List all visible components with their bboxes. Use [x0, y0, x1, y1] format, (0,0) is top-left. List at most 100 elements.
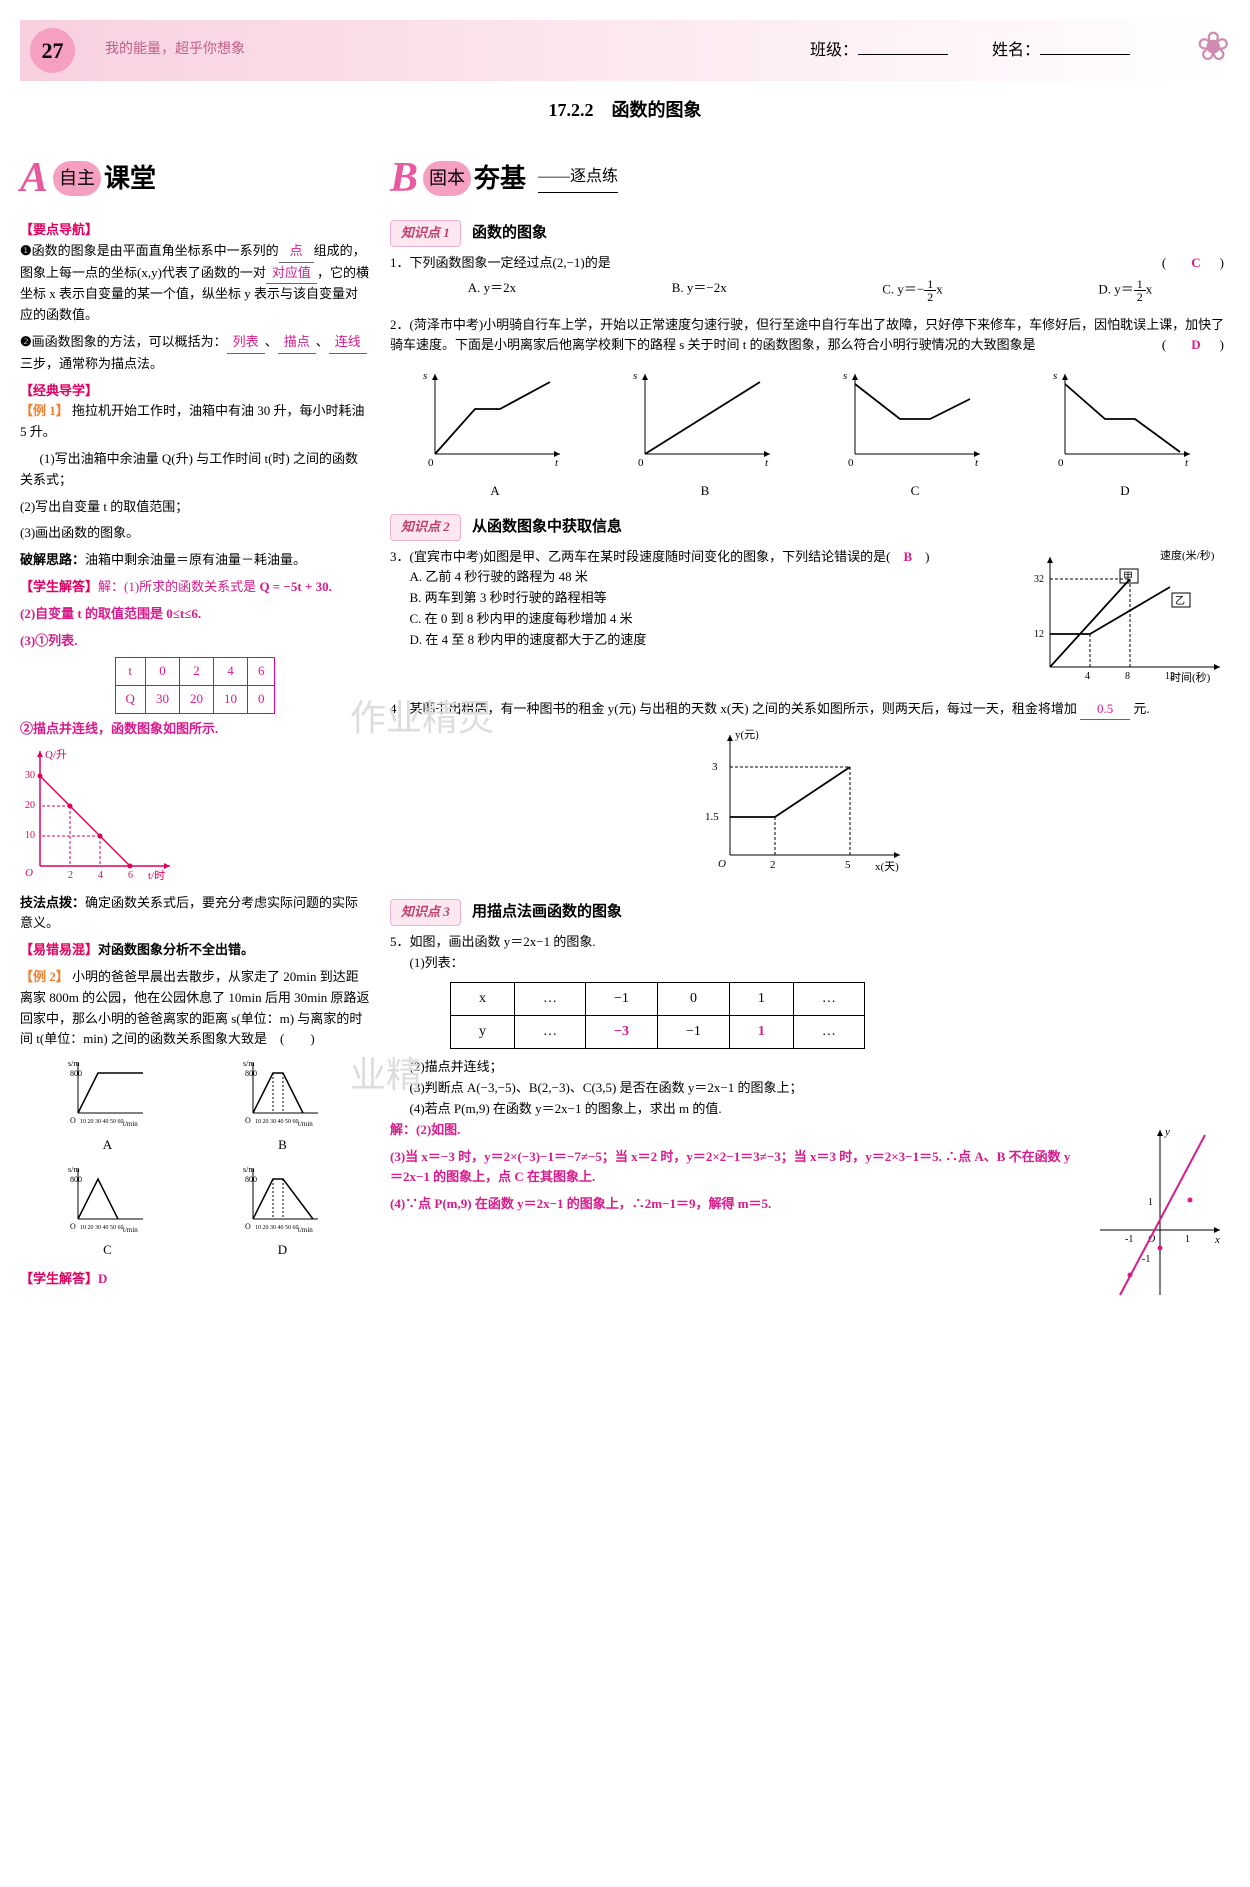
- svg-text:10 20 30 40 50 60: 10 20 30 40 50 60: [255, 1225, 299, 1231]
- nav2-post: 三步，通常称为描点法。: [20, 356, 163, 371]
- svg-text:10 20 30 40 50 60: 10 20 30 40 50 60: [255, 1119, 299, 1125]
- t2-4: 1: [729, 1015, 793, 1048]
- svg-text:3: 3: [712, 761, 718, 773]
- svg-text:t: t: [975, 457, 979, 469]
- label-a: A: [68, 1135, 148, 1156]
- svg-text:t: t: [765, 457, 769, 469]
- t2-3: −1: [657, 1015, 729, 1048]
- q4-figure: O y(元) x(天) 3 1.5 2 5: [700, 720, 920, 880]
- name-blank[interactable]: [1040, 54, 1130, 55]
- page-header: 27 我的能量，超乎你想象 班级： 姓名： ❀: [20, 20, 1230, 81]
- ex1-q3: (3)画出函数的图象。: [20, 523, 370, 544]
- student-answer-value: D: [98, 1271, 107, 1286]
- svg-text:y: y: [1164, 1126, 1170, 1138]
- svg-text:1.5: 1.5: [705, 811, 719, 823]
- choice-b: 800O10 20 30 40 50 60s/mt/min B: [243, 1058, 323, 1156]
- tbl-h0: t: [115, 658, 145, 686]
- question-1: 1．下列函数图象一定经过点(2,−1)的是 ( C ) A. y＝2x B. y…: [390, 253, 1230, 303]
- q1-opt-b: B. y＝−2x: [672, 278, 727, 303]
- ex2-choices-2: 800O10 20 30 40 50 60s/mt/min C 800O10 2…: [20, 1164, 370, 1262]
- svg-text:12: 12: [1165, 671, 1175, 682]
- q4-pre: 4．某图书出租店，有一种图书的租金 y(元) 与出租的天数 x(天) 之间的关系…: [390, 701, 1077, 716]
- section-a-letter: A: [20, 145, 48, 212]
- nav2-pre: 画函数图象的方法，可以概括为：: [32, 334, 227, 349]
- q5-figure: x y O -1 1 1 -1: [1090, 1120, 1230, 1300]
- nav2-sep2: 、: [316, 334, 329, 349]
- svg-text:t: t: [555, 457, 559, 469]
- t1-2: −1: [586, 982, 658, 1015]
- svg-text:乙: 乙: [1175, 595, 1185, 607]
- kp1-tag: 知识点 1: [390, 220, 461, 247]
- svg-text:O: O: [70, 1116, 76, 1125]
- nav2-blank3: 连线: [329, 332, 367, 354]
- svg-text:t/min: t/min: [298, 1226, 313, 1234]
- svg-text:2: 2: [68, 870, 73, 881]
- kp3-row: 知识点 3 用描点法画函数的图象: [390, 899, 1230, 926]
- section-b-rest: 夯基: [474, 158, 526, 200]
- svg-text:2: 2: [770, 859, 776, 871]
- q1-answer: C: [1191, 255, 1200, 270]
- svg-text:时间(秒): 时间(秒): [1170, 670, 1211, 684]
- svg-text:s/m: s/m: [68, 1059, 80, 1068]
- ex2-choices: 800 O 10 20 30 40 50 60 s/m t/min A 800O10 2…: [20, 1058, 370, 1156]
- hint-label: 破解思路：: [20, 552, 85, 567]
- section-b-circle: 固本: [423, 161, 471, 196]
- tbl-r0: Q: [115, 686, 145, 714]
- svg-text:10: 10: [25, 830, 35, 841]
- class-blank[interactable]: [858, 54, 948, 55]
- kp3-tag: 知识点 3: [390, 899, 461, 926]
- svg-text:s/m: s/m: [243, 1165, 255, 1174]
- tbl-h3: 4: [213, 658, 247, 686]
- q2-label-c: C: [840, 481, 990, 502]
- student-answer-block: 【学生解答】解：(1)所求的函数关系式是 Q = −5t + 30.: [20, 577, 370, 598]
- svg-text:10 20 30 40 50 60: 10 20 30 40 50 60: [80, 1119, 124, 1125]
- q2-label-a: A: [420, 481, 570, 502]
- t1-5: …: [793, 982, 864, 1015]
- svg-text:x(天): x(天): [875, 861, 899, 873]
- svg-text:32: 32: [1034, 574, 1044, 585]
- q5-sub4: (4)若点 P(m,9) 在函数 y＝2x−1 的图象上，求出 m 的值.: [410, 1099, 1231, 1120]
- example-2: 【例 2】 小明的爸爸早晨出去散步，从家走了 20min 到达距离家 800m …: [20, 967, 370, 1050]
- svg-text:s: s: [843, 370, 847, 382]
- q2-chart-b: 0ts B: [630, 364, 780, 502]
- q3-text: 3．(宜宾市中考)如图是甲、乙两车在某时段速度随时间变化的图象，下列结论错误的是…: [390, 549, 904, 564]
- t1-1: …: [515, 982, 586, 1015]
- question-4: 4．某图书出租店，有一种图书的租金 y(元) 与出租的天数 x(天) 之间的关系…: [390, 699, 1230, 888]
- student-answer-label: 【学生解答】: [20, 1271, 98, 1286]
- class-label: 班级：: [810, 42, 858, 59]
- svg-text:t/min: t/min: [298, 1120, 313, 1128]
- svg-text:800: 800: [245, 1069, 257, 1078]
- svg-text:s: s: [1053, 370, 1057, 382]
- q2-chart-d: 0ts D: [1050, 364, 1200, 502]
- tbl-h2: 2: [179, 658, 213, 686]
- nav2-sep1: 、: [265, 334, 278, 349]
- t1-0: x: [451, 982, 515, 1015]
- svg-text:Q/升: Q/升: [45, 748, 67, 761]
- kp2-row: 知识点 2 从函数图象中获取信息: [390, 514, 1230, 541]
- kp2-tag: 知识点 2: [390, 514, 461, 541]
- svg-text:0: 0: [638, 457, 644, 469]
- ans1-pre: 解：(1)所求的函数关系式是: [98, 579, 259, 594]
- question-5: 5．如图，画出函数 y＝2x−1 的图象. (1)列表： x … −1 0 1 …: [390, 932, 1230, 1300]
- hint-text: 油箱中剩余油量＝原有油量－耗油量。: [85, 552, 306, 567]
- tbl-h4: 6: [247, 658, 275, 686]
- choice-a: 800O10 20 30 40 50 60s/mt/min A: [68, 1058, 148, 1156]
- mistake: 【易错易混】对函数图象分析不全出错。: [20, 940, 370, 961]
- svg-text:800: 800: [70, 1069, 82, 1078]
- svg-text:4: 4: [98, 870, 103, 881]
- svg-text:y(元): y(元): [735, 729, 759, 741]
- svg-text:8: 8: [1125, 671, 1130, 682]
- svg-text:800: 800: [70, 1175, 82, 1184]
- svg-text:1: 1: [1185, 1234, 1190, 1245]
- nav2-blank2: 描点: [278, 332, 316, 354]
- q1-opt-a: A. y＝2x: [468, 278, 516, 303]
- name-label: 姓名：: [992, 42, 1040, 59]
- q4-post: 元.: [1133, 701, 1149, 716]
- t2-0: y: [451, 1015, 515, 1048]
- label-b: B: [243, 1135, 323, 1156]
- q5-text: 5．如图，画出函数 y＝2x−1 的图象.: [390, 934, 596, 949]
- q2-answer: D: [1191, 337, 1200, 352]
- nav2-blank1: 列表: [227, 332, 265, 354]
- q1-text: 1．下列函数图象一定经过点(2,−1)的是: [390, 255, 611, 270]
- section-b-sub: ——逐点练: [538, 164, 618, 193]
